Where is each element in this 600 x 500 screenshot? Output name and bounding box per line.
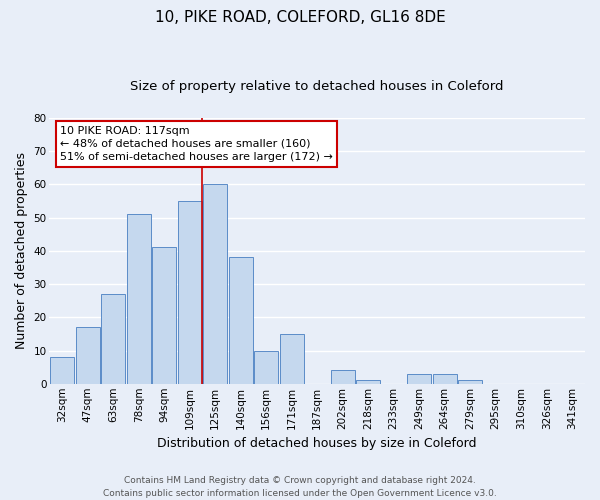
Bar	[280, 334, 304, 384]
Bar	[458, 380, 482, 384]
Bar	[76, 327, 100, 384]
Bar	[50, 357, 74, 384]
Bar	[254, 350, 278, 384]
Title: Size of property relative to detached houses in Coleford: Size of property relative to detached ho…	[130, 80, 504, 93]
Y-axis label: Number of detached properties: Number of detached properties	[15, 152, 28, 350]
Bar	[331, 370, 355, 384]
Bar	[356, 380, 380, 384]
Bar	[127, 214, 151, 384]
Bar	[152, 248, 176, 384]
Bar	[433, 374, 457, 384]
Bar	[101, 294, 125, 384]
X-axis label: Distribution of detached houses by size in Coleford: Distribution of detached houses by size …	[157, 437, 477, 450]
Bar	[203, 184, 227, 384]
Bar	[178, 201, 202, 384]
Bar	[229, 258, 253, 384]
Text: Contains HM Land Registry data © Crown copyright and database right 2024.
Contai: Contains HM Land Registry data © Crown c…	[103, 476, 497, 498]
Bar	[407, 374, 431, 384]
Text: 10, PIKE ROAD, COLEFORD, GL16 8DE: 10, PIKE ROAD, COLEFORD, GL16 8DE	[155, 10, 445, 25]
Text: 10 PIKE ROAD: 117sqm
← 48% of detached houses are smaller (160)
51% of semi-deta: 10 PIKE ROAD: 117sqm ← 48% of detached h…	[60, 126, 333, 162]
